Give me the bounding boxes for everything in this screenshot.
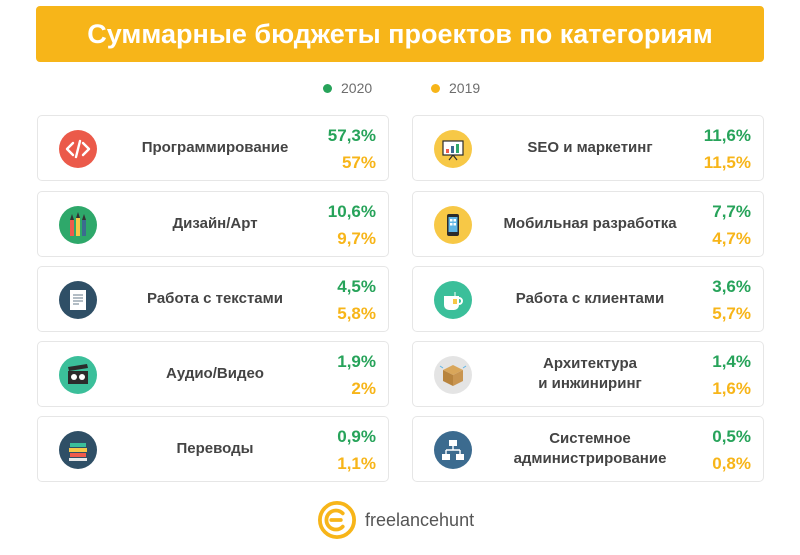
network-icon	[434, 431, 472, 469]
value-2020: 0,5%	[712, 427, 751, 446]
category-label: Программирование	[141, 139, 289, 156]
category-label: Работа с клиентами	[515, 290, 665, 307]
category-values: 10,6% 9,7%	[316, 198, 376, 252]
legend-label-2020: 2020	[341, 80, 373, 96]
value-2019: 57%	[341, 153, 376, 172]
category-values: 0,5% 0,8%	[691, 423, 751, 477]
smartphone-icon	[434, 206, 472, 244]
category-label: SEO и маркетинг	[527, 139, 653, 156]
value-2020: 57,3%	[327, 126, 376, 145]
category-values: 1,4% 1,6%	[691, 348, 751, 402]
category-card-translations: Переводы 0,9% 1,1%	[37, 416, 389, 482]
category-label: Системное администрирование	[513, 430, 667, 467]
brand-name: freelancehunt	[365, 509, 475, 530]
freelancehunt-logo-icon	[318, 501, 356, 539]
category-label: Переводы	[176, 440, 254, 457]
value-2019: 5,7%	[712, 304, 751, 323]
legend-item-2020: 2020	[323, 80, 372, 96]
legend-dot-2019	[431, 83, 440, 93]
value-2020: 10,6%	[327, 202, 376, 221]
value-2019: 4,7%	[712, 229, 751, 248]
category-label: Мобильная разработка	[503, 215, 677, 232]
box-3d-icon	[434, 356, 472, 394]
tea-cup-icon	[434, 281, 472, 319]
category-values: 11,6% 11,5%	[691, 122, 751, 176]
category-values: 0,9% 1,1%	[316, 423, 376, 477]
category-card-audio-video: Аудио/Видео 1,9% 2%	[37, 341, 389, 407]
value-2020: 4,5%	[337, 277, 376, 296]
value-2019: 5,8%	[337, 304, 376, 323]
value-2020: 1,4%	[712, 352, 751, 371]
category-card-architecture: Архитектура и инжиниринг 1,4% 1,6%	[412, 341, 764, 407]
legend-label-2019: 2019	[449, 80, 481, 96]
code-icon	[59, 130, 97, 168]
legend-item-2019: 2019	[431, 80, 480, 96]
category-card-sysadmin: Системное администрирование 0,5% 0,8%	[412, 416, 764, 482]
category-values: 1,9% 2%	[316, 348, 376, 402]
pencils-icon	[59, 206, 97, 244]
category-card-mobile: Мобильная разработка 7,7% 4,7%	[412, 191, 764, 257]
category-label: Аудио/Видео	[166, 365, 264, 382]
brand-logo: freelancehunt	[318, 500, 474, 540]
presentation-chart-icon	[434, 130, 472, 168]
title-banner: Суммарные бюджеты проектов по категориям	[36, 6, 764, 62]
value-2019: 9,7%	[337, 229, 376, 248]
category-values: 7,7% 4,7%	[691, 198, 751, 252]
category-card-clients: Работа с клиентами 3,6% 5,7%	[412, 266, 764, 332]
category-values: 3,6% 5,7%	[691, 273, 751, 327]
value-2019: 1,1%	[337, 454, 376, 473]
clapperboard-icon	[59, 356, 97, 394]
value-2020: 1,9%	[337, 352, 376, 371]
page-title: Суммарные бюджеты проектов по категориям	[87, 18, 713, 49]
value-2019: 11,5%	[703, 153, 751, 172]
category-label: Архитектура и инжиниринг	[538, 355, 642, 392]
category-card-seo: SEO и маркетинг 11,6% 11,5%	[412, 115, 764, 181]
category-card-design: Дизайн/Арт 10,6% 9,7%	[37, 191, 389, 257]
category-card-texts: Работа с текстами 4,5% 5,8%	[37, 266, 389, 332]
category-card-programming: Программирование 57,3% 57%	[37, 115, 389, 181]
value-2020: 0,9%	[337, 427, 376, 446]
value-2019: 1,6%	[712, 379, 751, 398]
legend: 2020 2019	[0, 80, 800, 100]
books-icon	[59, 431, 97, 469]
legend-dot-2020	[323, 83, 332, 93]
category-label: Работа с текстами	[147, 290, 283, 307]
value-2020: 3,6%	[712, 277, 751, 296]
value-2019: 2%	[351, 379, 376, 398]
category-label: Дизайн/Арт	[172, 215, 258, 232]
category-values: 57,3% 57%	[316, 122, 376, 176]
document-icon	[59, 281, 97, 319]
category-values: 4,5% 5,8%	[316, 273, 376, 327]
value-2019: 0,8%	[712, 454, 751, 473]
value-2020: 7,7%	[712, 202, 751, 221]
value-2020: 11,6%	[703, 126, 751, 145]
